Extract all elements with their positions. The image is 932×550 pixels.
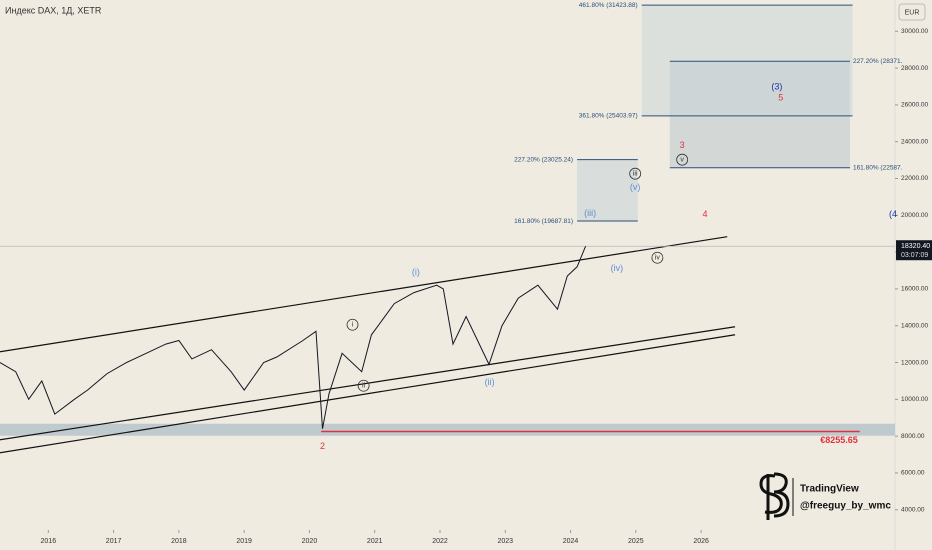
fib-label: 361.80% (25403.97) [579,113,638,120]
x-tick-label: 2016 [41,538,57,545]
x-tick-label: 2026 [693,538,709,545]
price-badge-value: 18320.40 [901,243,930,250]
x-tick-label: 2023 [497,538,513,545]
y-tick-label: 26000.00 [901,102,928,109]
x-tick-label: 2019 [236,538,252,545]
support-zone [0,423,895,436]
logo-s [759,474,783,514]
trendline [0,334,736,454]
y-tick-label: 20000.00 [901,212,928,219]
fib-label: 161.80% (22587. [853,164,903,171]
wave-label: 3 [680,140,685,150]
y-tick-label: 30000.00 [901,28,928,35]
y-tick-label: 12000.00 [901,359,928,366]
wave-label: (iii) [584,208,596,218]
fib-label: 227.20% (28371. [853,58,903,65]
wave-circle [651,251,664,264]
x-tick-label: 2021 [367,538,383,545]
fib-label: 227.20% (23025.24) [514,156,573,163]
wave-label: (i) [412,267,420,277]
author: @freeguy_by_wmc [800,501,891,512]
wave-label: (4 [889,209,897,219]
x-tick-label: 2020 [302,538,318,545]
wave-label: iii [633,171,638,178]
wave-label: (iv) [611,263,624,273]
wave-circle [629,167,642,180]
fib-label: 461.80% (31423.88) [579,2,638,9]
wave-label: v [680,157,684,164]
support-label: €8255.65 [820,435,858,445]
logo [759,472,790,520]
y-tick-label: 8000.00 [901,433,925,440]
y-tick-label: 6000.00 [901,470,925,477]
x-tick-label: 2025 [628,538,644,545]
y-tick-label: 14000.00 [901,322,928,329]
x-tick-label: 2022 [432,538,448,545]
wave-circle [357,379,370,392]
wave-label: (ii) [485,377,495,387]
y-tick-label: 22000.00 [901,175,928,182]
fib-box [669,61,850,168]
y-tick-label: 28000.00 [901,65,928,72]
wave-label: i [352,322,354,329]
wave-label: 4 [703,209,708,219]
chart-title: Индекс DAX, 1Д, XETR [5,5,102,15]
currency-box[interactable] [898,3,926,21]
y-tick-label: 24000.00 [901,138,928,145]
y-tick-label: 4000.00 [901,506,925,513]
price-badge [896,240,932,261]
wave-label: 2 [320,441,325,451]
y-tick-label: 10000.00 [901,396,928,403]
wave-label: (3) [771,81,782,91]
x-tick-label: 2017 [106,538,122,545]
wave-label: 5 [778,92,783,102]
x-tick-label: 2024 [563,538,579,545]
wave-label: iv [655,255,661,262]
price-line [0,246,587,429]
currency: EUR [905,9,920,16]
trendline [0,326,736,441]
x-tick-label: 2018 [171,538,187,545]
wave-circle [676,153,689,166]
fib-box [577,159,638,222]
price-badge-countdown: 03:07:09 [901,252,928,259]
wave-label: (v) [630,182,641,192]
wave-label: ii [362,383,366,390]
fib-label: 161.80% (19687.81) [514,218,573,225]
logo-b [766,472,790,520]
y-tick-label: 16000.00 [901,286,928,293]
trendline [0,236,728,353]
brand: TradingView [800,484,859,495]
wave-circle [346,318,359,331]
